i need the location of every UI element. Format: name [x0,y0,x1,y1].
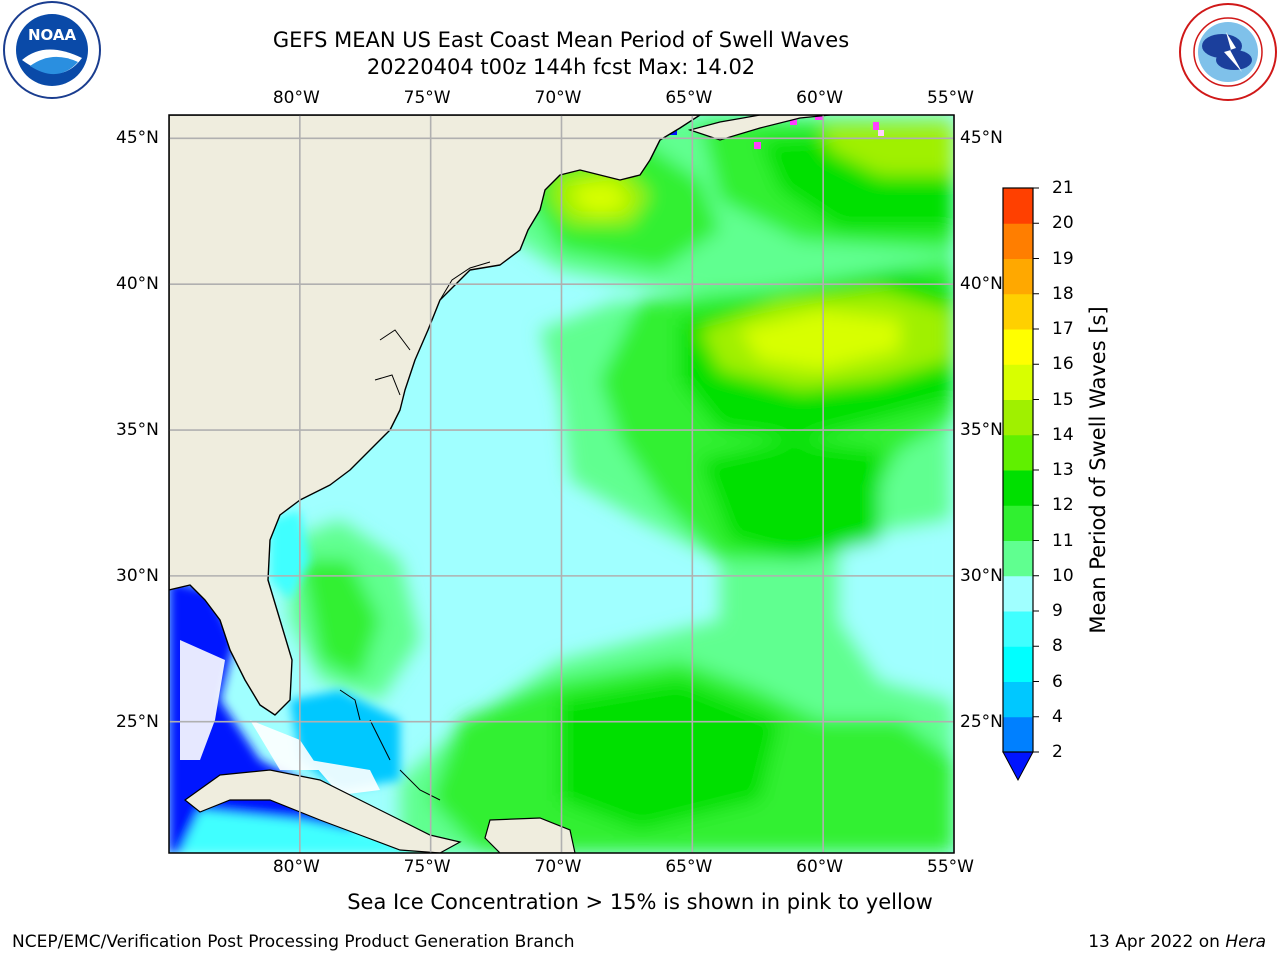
colorbar-title: Mean Period of Swell Waves [s] [1086,306,1110,634]
land-bahamas [339,689,441,801]
colorbar-level-9 [1003,575,1033,612]
credit-text: NCEP/EMC/Verification Post Processing Pr… [12,932,575,952]
colorbar-under-triangle [1002,751,1034,782]
colorbar-tick-label: 19 [1052,248,1074,269]
longitude-label: 80°W [272,857,320,877]
latitude-label: 45°N [960,128,1003,149]
latitude-label: 45°N [116,128,159,149]
colorbar-tick-label: 20 [1052,213,1074,234]
sea-ice-cell [754,142,761,149]
colorbar-level-11 [1003,505,1033,541]
colorbar-level-16 [1003,329,1033,365]
longitude-label: 65°W [665,857,713,877]
machine-name: Hera [1225,932,1266,952]
sea-ice-note: Sea Ice Concentration > 15% is shown in … [347,890,933,914]
colorbar-tick-label: 18 [1052,283,1074,304]
colorbar-tick-label: 14 [1052,424,1074,445]
longitude-label: 55°W [927,857,974,877]
colorbar-tick-label: 12 [1052,495,1074,516]
field-13-14s [740,310,900,370]
longitude-label: 60°W [796,857,844,877]
colorbar-level-15 [1003,364,1033,400]
latitude-label: 40°N [960,274,1003,295]
colorbar-level-18 [1003,258,1033,295]
land-masked-area [180,640,380,795]
colorbar-level-17 [1003,293,1033,330]
colorbar-level-20 [1003,188,1033,224]
colorbar-level-8 [1003,611,1033,647]
map-gridlines [169,115,955,853]
colorbar-tick-label: 21 [1052,178,1074,198]
colorbar-tick-label: 16 [1052,354,1074,375]
longitude-label: 65°W [665,88,713,108]
latitude-label: 30°N [960,565,1003,586]
colorbar-level-19 [1003,223,1033,259]
colorbar-tick-label: 8 [1052,636,1063,657]
longitude-label: 55°W [927,88,974,108]
colorbar-level-4 [1003,681,1033,718]
colorbar-tick-label: 2 [1052,742,1063,762]
latitude-label: 35°N [960,420,1003,441]
latitude-label: 30°N [116,565,159,586]
colorbar-tick-label: 17 [1052,319,1074,339]
latitude-label: 25°N [960,711,1003,732]
longitude-label: 60°W [796,88,844,108]
land-hispaniola [484,817,576,853]
colorbar-tick-label: 11 [1052,530,1074,551]
svg-text:NOAA: NOAA [28,26,77,44]
map-subtitle: 20220404 t00z 144h fcst Max: 14.02 [366,55,756,79]
nws-logo-icon [1179,3,1277,101]
longitude-label: 75°W [403,857,451,877]
colorbar-tick-label: 10 [1052,565,1074,586]
noaa-logo-icon: NOAA [3,1,101,99]
land-north-america [169,115,701,716]
colorbar-tick-label: 4 [1052,706,1063,727]
colorbar-level-6 [1003,646,1033,682]
latitude-label: 35°N [116,420,159,441]
map-title: GEFS MEAN US East Coast Mean Period of S… [272,28,850,52]
latitude-label: 40°N [116,274,159,295]
latitude-label: 25°N [116,711,159,732]
map-frame [168,114,955,854]
colorbar-tick-label: 6 [1052,671,1063,692]
longitude-label: 70°W [534,857,582,877]
longitude-label: 75°W [403,88,451,108]
colorbar-tick-label: 15 [1052,389,1074,410]
colorbar-level-12 [1003,470,1033,506]
land-cuba [184,769,462,853]
colorbar-tick-label: 9 [1052,601,1063,621]
colorbar-tick-label: 13 [1052,460,1074,480]
date-credit: 13 Apr 2022 on Hera [1088,932,1266,952]
colorbar-level-2 [1003,716,1033,753]
longitude-label: 70°W [534,88,582,108]
colorbar-level-14 [1003,399,1033,436]
longitude-label: 80°W [272,88,320,108]
colorbar-level-13 [1003,434,1033,471]
colorbar-level-10 [1003,540,1033,577]
